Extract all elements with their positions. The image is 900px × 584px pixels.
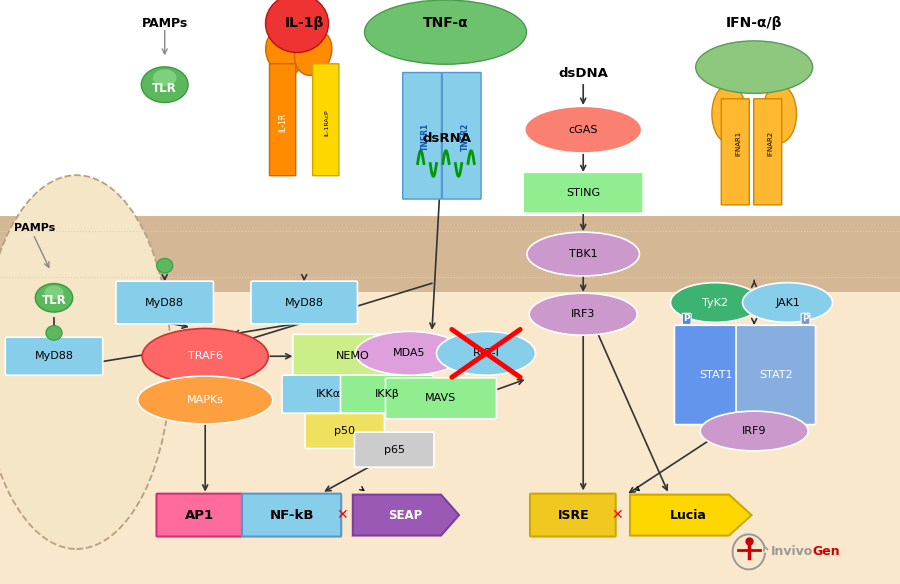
Text: dsRNA: dsRNA xyxy=(423,133,472,145)
FancyBboxPatch shape xyxy=(305,413,384,449)
FancyBboxPatch shape xyxy=(402,72,442,199)
Ellipse shape xyxy=(742,283,833,322)
Ellipse shape xyxy=(525,106,642,153)
FancyBboxPatch shape xyxy=(242,493,341,537)
Ellipse shape xyxy=(294,30,332,75)
Ellipse shape xyxy=(266,0,328,53)
Text: ✕: ✕ xyxy=(612,508,623,522)
Text: NF-kB: NF-kB xyxy=(269,509,314,522)
Text: cGAS: cGAS xyxy=(569,124,598,135)
Text: TNFR2: TNFR2 xyxy=(461,123,470,151)
Ellipse shape xyxy=(142,328,268,384)
Ellipse shape xyxy=(436,331,536,376)
Text: Lucia: Lucia xyxy=(670,509,706,522)
Text: IL-1β: IL-1β xyxy=(284,16,324,30)
Text: MyD88: MyD88 xyxy=(145,297,184,308)
FancyBboxPatch shape xyxy=(0,216,900,292)
Ellipse shape xyxy=(529,293,637,335)
Text: ✕: ✕ xyxy=(337,508,347,522)
Text: TLR: TLR xyxy=(41,294,67,307)
Polygon shape xyxy=(353,495,459,536)
Polygon shape xyxy=(630,495,752,536)
Text: Gen: Gen xyxy=(813,545,841,558)
FancyBboxPatch shape xyxy=(312,64,339,176)
Ellipse shape xyxy=(141,67,188,103)
FancyBboxPatch shape xyxy=(282,375,375,413)
Text: IL-1R: IL-1R xyxy=(278,113,287,132)
Ellipse shape xyxy=(35,284,73,312)
Text: p65: p65 xyxy=(383,444,405,455)
Text: MDA5: MDA5 xyxy=(393,348,426,359)
Ellipse shape xyxy=(138,376,273,424)
Text: IFNAR1: IFNAR1 xyxy=(735,130,741,156)
Ellipse shape xyxy=(712,85,746,143)
Text: TRAF6: TRAF6 xyxy=(188,351,222,361)
FancyBboxPatch shape xyxy=(157,493,242,537)
Text: PAMPs: PAMPs xyxy=(141,17,188,30)
Text: dsDNA: dsDNA xyxy=(558,67,608,80)
Ellipse shape xyxy=(364,0,526,64)
FancyBboxPatch shape xyxy=(116,281,213,324)
Ellipse shape xyxy=(356,331,464,376)
FancyBboxPatch shape xyxy=(674,325,759,425)
FancyBboxPatch shape xyxy=(355,432,434,467)
FancyBboxPatch shape xyxy=(340,375,434,413)
Ellipse shape xyxy=(670,283,760,322)
Text: STING: STING xyxy=(566,187,600,198)
Text: MyD88: MyD88 xyxy=(284,297,324,308)
Ellipse shape xyxy=(696,41,813,93)
FancyBboxPatch shape xyxy=(523,172,644,213)
Text: IFNAR2: IFNAR2 xyxy=(768,130,773,156)
Text: IRF9: IRF9 xyxy=(742,426,767,436)
Ellipse shape xyxy=(762,85,796,143)
Text: IKKα: IKKα xyxy=(316,389,341,399)
Ellipse shape xyxy=(44,286,64,299)
Ellipse shape xyxy=(0,175,171,549)
Text: SEAP: SEAP xyxy=(388,509,422,522)
Text: MAVS: MAVS xyxy=(426,393,456,404)
FancyBboxPatch shape xyxy=(292,334,413,378)
FancyBboxPatch shape xyxy=(736,325,815,425)
Text: TyK2: TyK2 xyxy=(703,297,728,308)
Text: STAT2: STAT2 xyxy=(759,370,793,380)
Text: TNFR1: TNFR1 xyxy=(421,123,430,151)
Ellipse shape xyxy=(153,69,176,86)
FancyBboxPatch shape xyxy=(721,99,750,205)
Text: IL-1RAcP: IL-1RAcP xyxy=(324,109,329,136)
FancyBboxPatch shape xyxy=(251,281,357,324)
FancyBboxPatch shape xyxy=(385,378,497,419)
Text: IRF3: IRF3 xyxy=(571,309,596,319)
FancyBboxPatch shape xyxy=(753,99,782,205)
Text: ISRE: ISRE xyxy=(557,509,590,522)
Ellipse shape xyxy=(157,259,173,273)
FancyBboxPatch shape xyxy=(5,337,103,376)
Ellipse shape xyxy=(700,411,808,451)
Text: Invivo: Invivo xyxy=(770,545,813,558)
Text: PAMPs: PAMPs xyxy=(14,223,55,233)
Text: AP1: AP1 xyxy=(185,509,214,522)
Ellipse shape xyxy=(46,326,62,340)
FancyBboxPatch shape xyxy=(269,64,296,176)
Text: TBK1: TBK1 xyxy=(569,249,598,259)
Ellipse shape xyxy=(526,232,639,276)
Ellipse shape xyxy=(266,30,303,75)
Text: P: P xyxy=(683,314,690,324)
Text: IKKβ: IKKβ xyxy=(374,389,400,399)
Text: RIG-I: RIG-I xyxy=(472,348,500,359)
Text: TLR: TLR xyxy=(152,82,177,95)
Text: STAT1: STAT1 xyxy=(699,370,734,380)
Text: P: P xyxy=(802,314,809,324)
FancyBboxPatch shape xyxy=(442,72,482,199)
Text: NEMO: NEMO xyxy=(336,351,370,361)
FancyBboxPatch shape xyxy=(530,493,616,537)
Text: JAK1: JAK1 xyxy=(775,297,800,308)
Text: MAPKs: MAPKs xyxy=(186,395,224,405)
Text: MyD88: MyD88 xyxy=(34,351,74,361)
FancyBboxPatch shape xyxy=(0,216,900,584)
Text: p50: p50 xyxy=(334,426,356,436)
Text: TNF-α: TNF-α xyxy=(423,16,468,30)
Text: IFN-α/β: IFN-α/β xyxy=(726,16,782,30)
